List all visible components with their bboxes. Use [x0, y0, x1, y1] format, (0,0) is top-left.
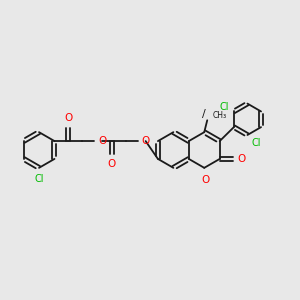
Text: O: O — [64, 113, 73, 123]
Text: O: O — [98, 136, 106, 146]
Text: Cl: Cl — [219, 103, 229, 112]
Text: O: O — [142, 136, 150, 146]
Text: /: / — [202, 109, 206, 119]
Text: O: O — [201, 175, 209, 185]
Text: Cl: Cl — [34, 174, 44, 184]
Text: CH₃: CH₃ — [212, 111, 226, 120]
Text: Cl: Cl — [251, 138, 261, 148]
Text: O: O — [238, 154, 246, 164]
Text: O: O — [108, 159, 116, 169]
